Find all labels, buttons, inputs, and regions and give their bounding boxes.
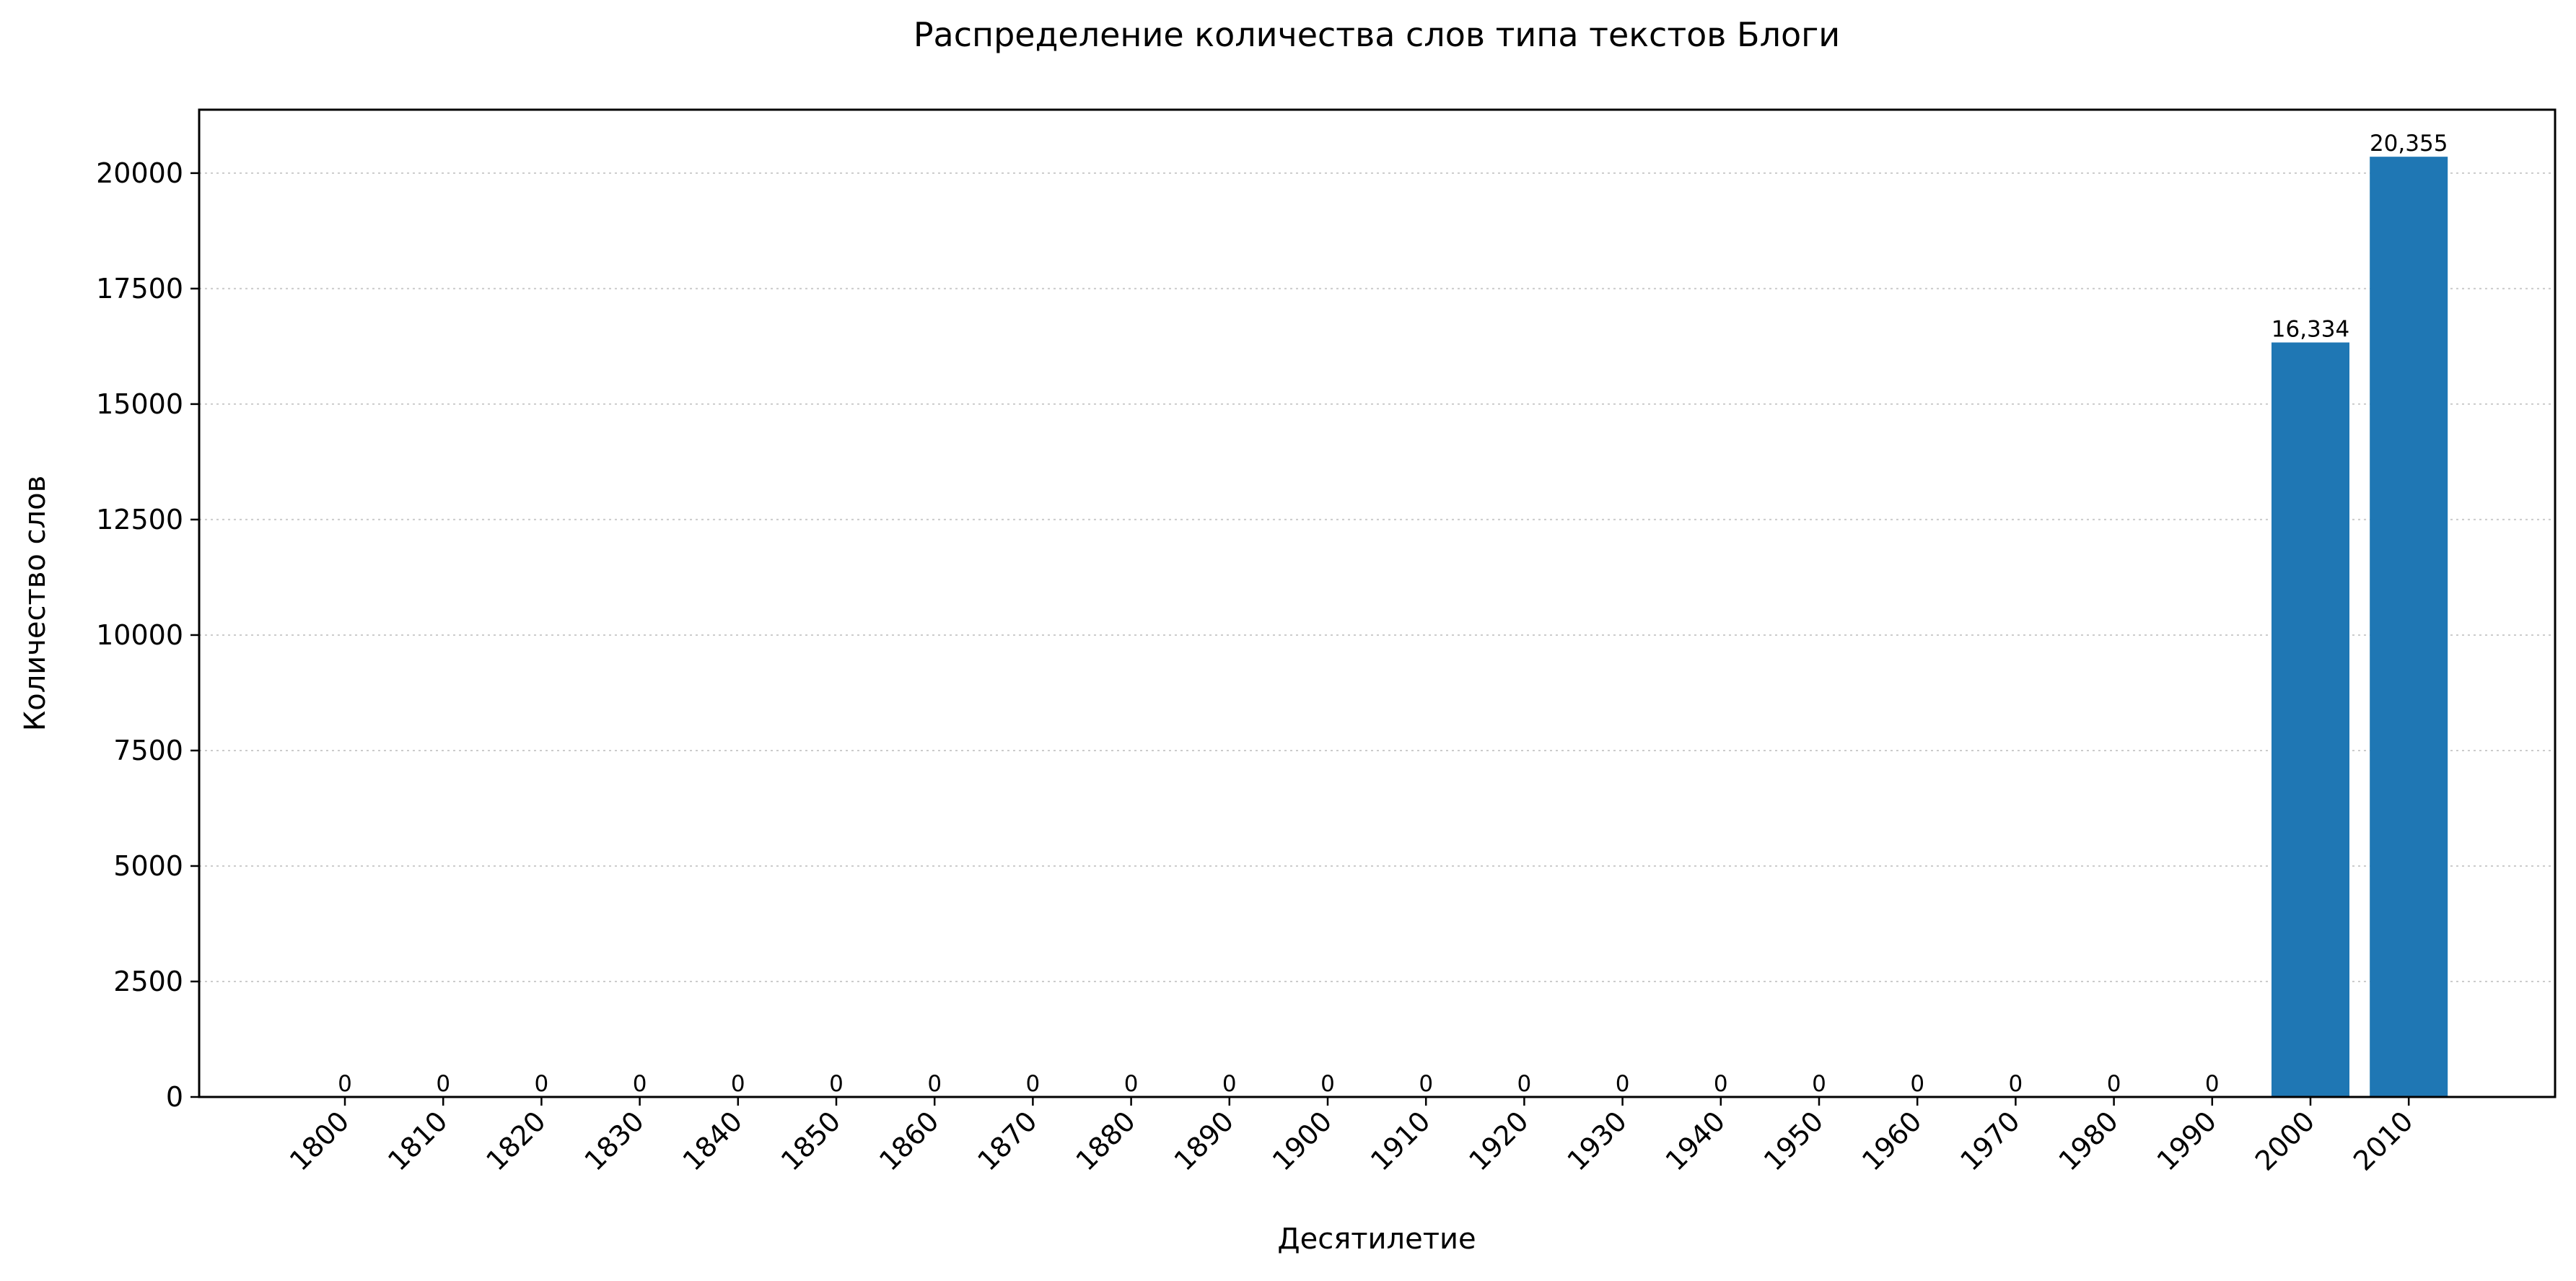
y-axis-ticks: 0 2500 5000 7500 10000 12500 15000 17500 20000 [96,157,199,1113]
x-tick-label: 1870 [971,1105,1043,1177]
data-label: 0 [535,1071,549,1097]
y-tick-label: 17500 [96,273,183,305]
data-label: 0 [1812,1071,1826,1097]
x-tick-label: 1890 [1168,1105,1240,1177]
data-label: 0 [731,1071,745,1097]
x-tick-label: 1850 [775,1105,847,1177]
x-tick-label: 2010 [2347,1105,2419,1177]
x-tick-label: 1900 [1266,1105,1339,1177]
y-tick-label: 2500 [113,966,183,997]
x-tick-label: 1810 [382,1105,454,1177]
x-tick-label: 1990 [2151,1105,2223,1177]
data-label: 0 [927,1071,942,1097]
data-label: 0 [1026,1071,1041,1097]
x-tick-label: 1980 [2052,1105,2124,1177]
data-label: 0 [633,1071,647,1097]
y-axis-label: Количество слов [19,476,52,731]
y-tick-label: 10000 [96,619,183,651]
data-label: 16,334 [2271,317,2349,343]
data-label: 0 [1222,1071,1237,1097]
x-axis-ticks: 1800 1810 1820 1830 1840 1850 1860 1870 1880 1890… [284,1097,2419,1177]
x-tick-label: 2000 [2249,1105,2321,1177]
x-tick-label: 1910 [1364,1105,1437,1177]
data-label: 0 [2205,1071,2220,1097]
data-labels: 0 0 0 0 0 0 0 0 0 0 0 0 0 0 0 0 0 0 0 0 16,334 20,355 [338,131,2448,1097]
chart-title: Распределение количества слов типа текст… [914,15,1840,54]
data-label: 20,355 [2370,131,2448,157]
x-tick-label: 1800 [284,1105,356,1177]
plot-frame [198,108,2557,1098]
y-tick-label: 12500 [96,504,183,535]
y-tick-label: 7500 [113,735,183,766]
data-label: 0 [1910,1071,1924,1097]
x-tick-label: 1930 [1561,1105,1633,1177]
data-label: 0 [1419,1071,1433,1097]
data-label: 0 [1714,1071,1728,1097]
x-tick-label: 1820 [480,1105,552,1177]
bar [2370,157,2448,1098]
data-label: 0 [1517,1071,1532,1097]
bars [2271,157,2448,1098]
x-tick-label: 1920 [1463,1105,1535,1177]
data-label: 0 [436,1071,450,1097]
data-label: 0 [1616,1071,1630,1097]
y-tick-label: 5000 [113,850,183,882]
x-tick-label: 1960 [1856,1105,1928,1177]
data-label: 0 [2009,1071,2023,1097]
data-label: 0 [829,1071,844,1097]
bar [2271,342,2349,1098]
data-label: 0 [1124,1071,1139,1097]
x-tick-label: 1970 [1954,1105,2026,1177]
x-tick-label: 1840 [677,1105,749,1177]
grid-lines [199,172,2555,982]
data-label: 0 [338,1071,352,1097]
y-tick-label: 20000 [96,157,183,189]
y-tick-label: 0 [166,1081,183,1113]
x-tick-label: 1880 [1069,1105,1142,1177]
data-label: 0 [2107,1071,2121,1097]
x-axis-label: Десятилетие [1277,1223,1476,1256]
x-tick-label: 1950 [1758,1105,1830,1177]
x-tick-label: 1860 [873,1105,945,1177]
x-tick-label: 1830 [578,1105,650,1177]
y-tick-label: 15000 [96,388,183,420]
data-label: 0 [1320,1071,1335,1097]
x-tick-label: 1940 [1660,1105,1732,1177]
